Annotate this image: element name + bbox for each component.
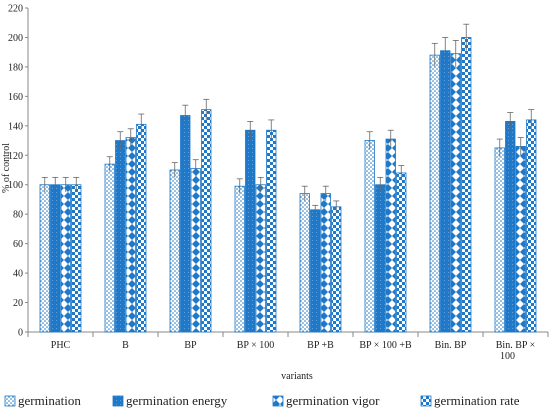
bar [526, 119, 537, 333]
x-tick-label: BP [184, 340, 197, 351]
bar [375, 184, 386, 333]
bar [125, 137, 136, 333]
bar [331, 206, 342, 333]
legend-label: germination rate [434, 393, 520, 408]
bar [180, 115, 191, 333]
bar [266, 129, 277, 333]
x-tick-label: Bin. BP [435, 340, 467, 351]
legend-label: germination vigor [286, 393, 380, 408]
y-tick-label: 160 [8, 92, 23, 103]
bar [245, 129, 256, 333]
x-tick-label: BP × 100 +B [359, 340, 412, 351]
bar [299, 193, 310, 333]
legend-label: germination energy [126, 393, 228, 408]
y-axis-title: % of control [1, 143, 12, 193]
x-tick-label: Bin. BP × 100 [496, 340, 535, 362]
bar [505, 121, 516, 333]
bar [50, 184, 61, 333]
bar [450, 53, 461, 333]
bar [494, 147, 505, 333]
bar [515, 146, 526, 333]
x-axis-title: variants [281, 371, 313, 382]
legend-swatch [112, 395, 124, 407]
legend-swatch [420, 395, 432, 407]
x-tick-label: PHC [51, 340, 71, 351]
y-axis: 0 20 40 60 80 100 120 140 160 180 200 220 [8, 4, 29, 339]
legend-swatch [4, 395, 16, 407]
bar [71, 184, 82, 333]
bar [115, 140, 126, 333]
bar [396, 172, 407, 333]
bar [461, 37, 472, 333]
x-tick-label: BP +B [307, 340, 334, 351]
y-tick-label: 100 [8, 180, 23, 191]
bar [320, 193, 331, 333]
bars [39, 23, 537, 333]
bar [385, 138, 396, 333]
legend: germination germination energy germination… [4, 393, 520, 408]
y-tick-label: 200 [8, 33, 23, 44]
x-tick-label: BP × 100 [237, 340, 275, 351]
bar [201, 109, 212, 333]
y-tick-label: 140 [8, 121, 23, 132]
legend-swatch [272, 395, 284, 407]
y-tick-label: 180 [8, 62, 23, 73]
bar [364, 140, 375, 333]
y-tick-label: 120 [8, 151, 23, 162]
y-tick-label: 220 [8, 4, 23, 15]
bar [440, 50, 451, 333]
x-axis: PHC B BP BP × 100 BP +B BP × 100 +B Bin. BP Bin… [27, 331, 549, 362]
bar [310, 209, 321, 333]
bar [190, 168, 201, 333]
bar [169, 169, 180, 333]
y-tick-label: 80 [13, 210, 23, 221]
y-tick-label: 60 [13, 239, 23, 250]
bar [429, 54, 440, 333]
x-tick-label: B [122, 340, 129, 351]
bar [136, 123, 147, 333]
y-tick-label: 40 [13, 269, 23, 280]
bar [255, 184, 266, 333]
bar [234, 185, 245, 333]
legend-label: germination [18, 393, 81, 408]
bar [39, 184, 50, 333]
bar [104, 163, 115, 333]
y-tick-label: 0 [18, 328, 23, 339]
y-tick-label: 20 [13, 298, 23, 309]
bar [60, 184, 71, 333]
